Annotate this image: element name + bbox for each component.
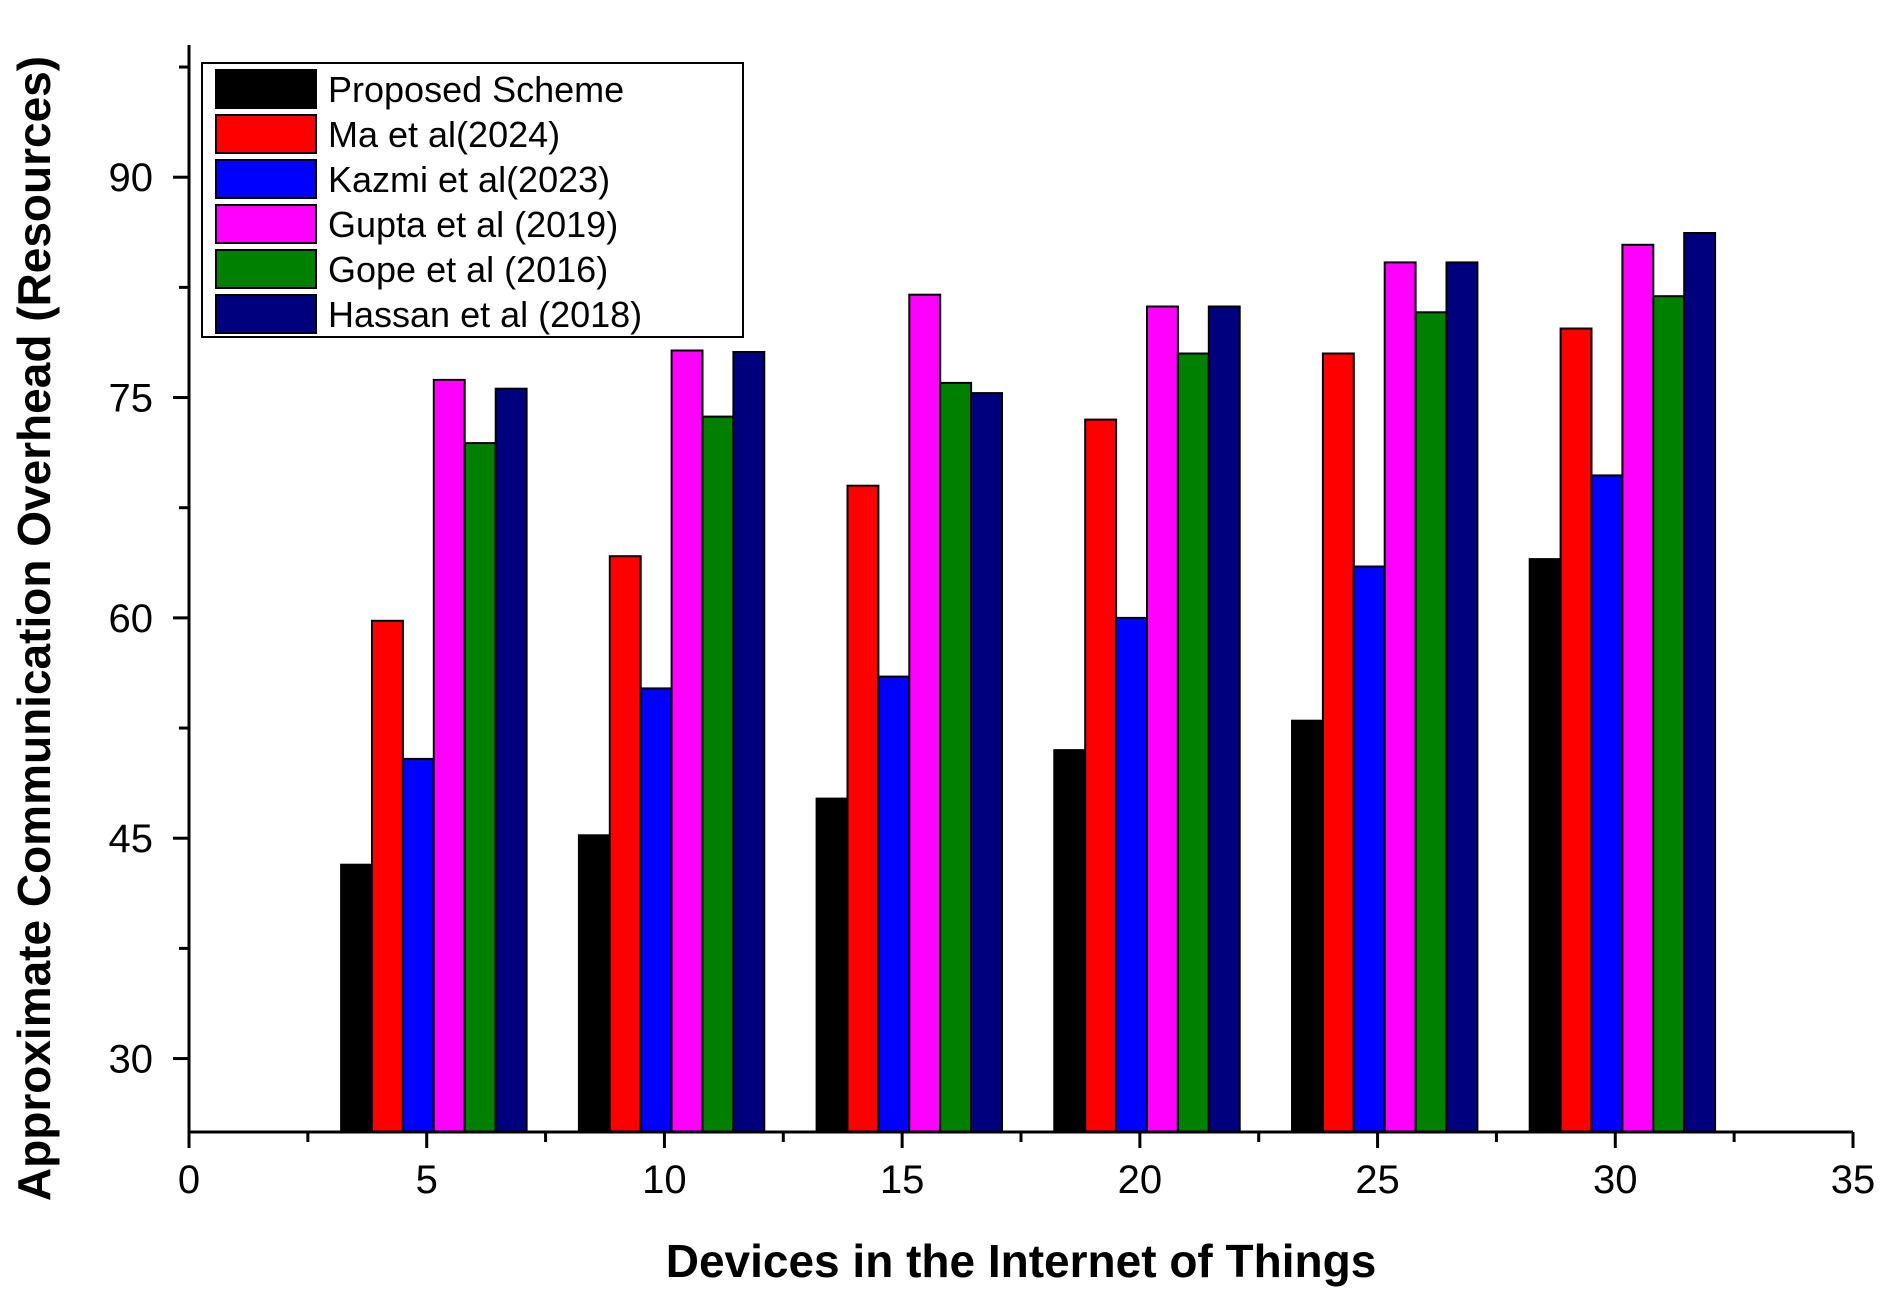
y-tick-label: 60 <box>109 597 154 641</box>
bar <box>670 349 704 1133</box>
bar <box>1053 749 1087 1133</box>
bar <box>908 293 942 1133</box>
bar <box>1207 305 1241 1133</box>
legend-swatch <box>215 69 317 109</box>
legend-label: Hassan et al (2018) <box>328 294 642 335</box>
legend-swatch <box>215 204 317 244</box>
y-tick-label: 45 <box>109 817 154 861</box>
y-tick-label: 75 <box>109 377 154 421</box>
bar <box>1528 558 1562 1133</box>
bar <box>701 415 735 1134</box>
bar <box>1445 261 1479 1133</box>
bar <box>1683 232 1717 1133</box>
x-tick-label: 5 <box>416 1158 438 1202</box>
bar <box>1321 352 1355 1133</box>
bar <box>340 863 374 1133</box>
legend-swatch <box>215 114 317 154</box>
bar <box>970 392 1003 1134</box>
y-tick-label: 90 <box>109 156 154 200</box>
x-tick-label: 0 <box>178 1158 200 1202</box>
bar <box>1115 616 1148 1133</box>
legend-label: Proposed Scheme <box>328 69 624 110</box>
bar <box>432 378 466 1133</box>
bar <box>846 484 880 1133</box>
x-axis-title: Devices in the Internet of Things <box>666 1235 1377 1287</box>
bar <box>1383 261 1417 1133</box>
x-tick-label: 20 <box>1118 1158 1163 1202</box>
bar <box>1590 474 1624 1133</box>
bar <box>877 675 911 1133</box>
x-tick-label: 35 <box>1831 1158 1876 1202</box>
bar <box>463 442 497 1134</box>
ticks-layer: 30 45 60 75 90 0 5 10 15 20 25 30 35 <box>109 65 1876 1202</box>
legend-label: Kazmi et al(2023) <box>328 159 610 200</box>
bar <box>1621 243 1655 1134</box>
legend-label: Ma et al(2024) <box>328 114 560 155</box>
bar <box>371 619 404 1133</box>
bar <box>1559 327 1593 1133</box>
legend-swatch <box>215 249 317 289</box>
legend-swatch <box>215 294 317 334</box>
x-tick-label: 25 <box>1355 1158 1400 1202</box>
bar <box>1352 565 1386 1133</box>
bar <box>732 351 766 1133</box>
bars-layer <box>340 232 1717 1134</box>
bar <box>815 797 849 1133</box>
bar <box>608 555 642 1133</box>
bar <box>1176 352 1210 1133</box>
bar <box>577 834 611 1133</box>
x-tick-label: 30 <box>1593 1158 1638 1202</box>
bar <box>401 757 435 1134</box>
bar <box>1414 311 1448 1133</box>
y-tick-label: 30 <box>109 1038 154 1082</box>
bar <box>1291 719 1324 1133</box>
x-tick-label: 15 <box>880 1158 925 1202</box>
x-tick-label: 10 <box>642 1158 687 1202</box>
bar <box>1084 418 1118 1134</box>
y-axis-title: Approximate Communication Overhead (Reso… <box>8 56 60 1201</box>
bar <box>1652 295 1686 1133</box>
bar <box>939 381 973 1133</box>
bar <box>1146 305 1179 1133</box>
bar <box>639 687 673 1134</box>
bar <box>494 387 528 1133</box>
legend-label: Gope et al (2016) <box>328 249 608 290</box>
legend-label: Gupta et al (2019) <box>328 204 618 245</box>
legend-swatch <box>215 159 317 199</box>
